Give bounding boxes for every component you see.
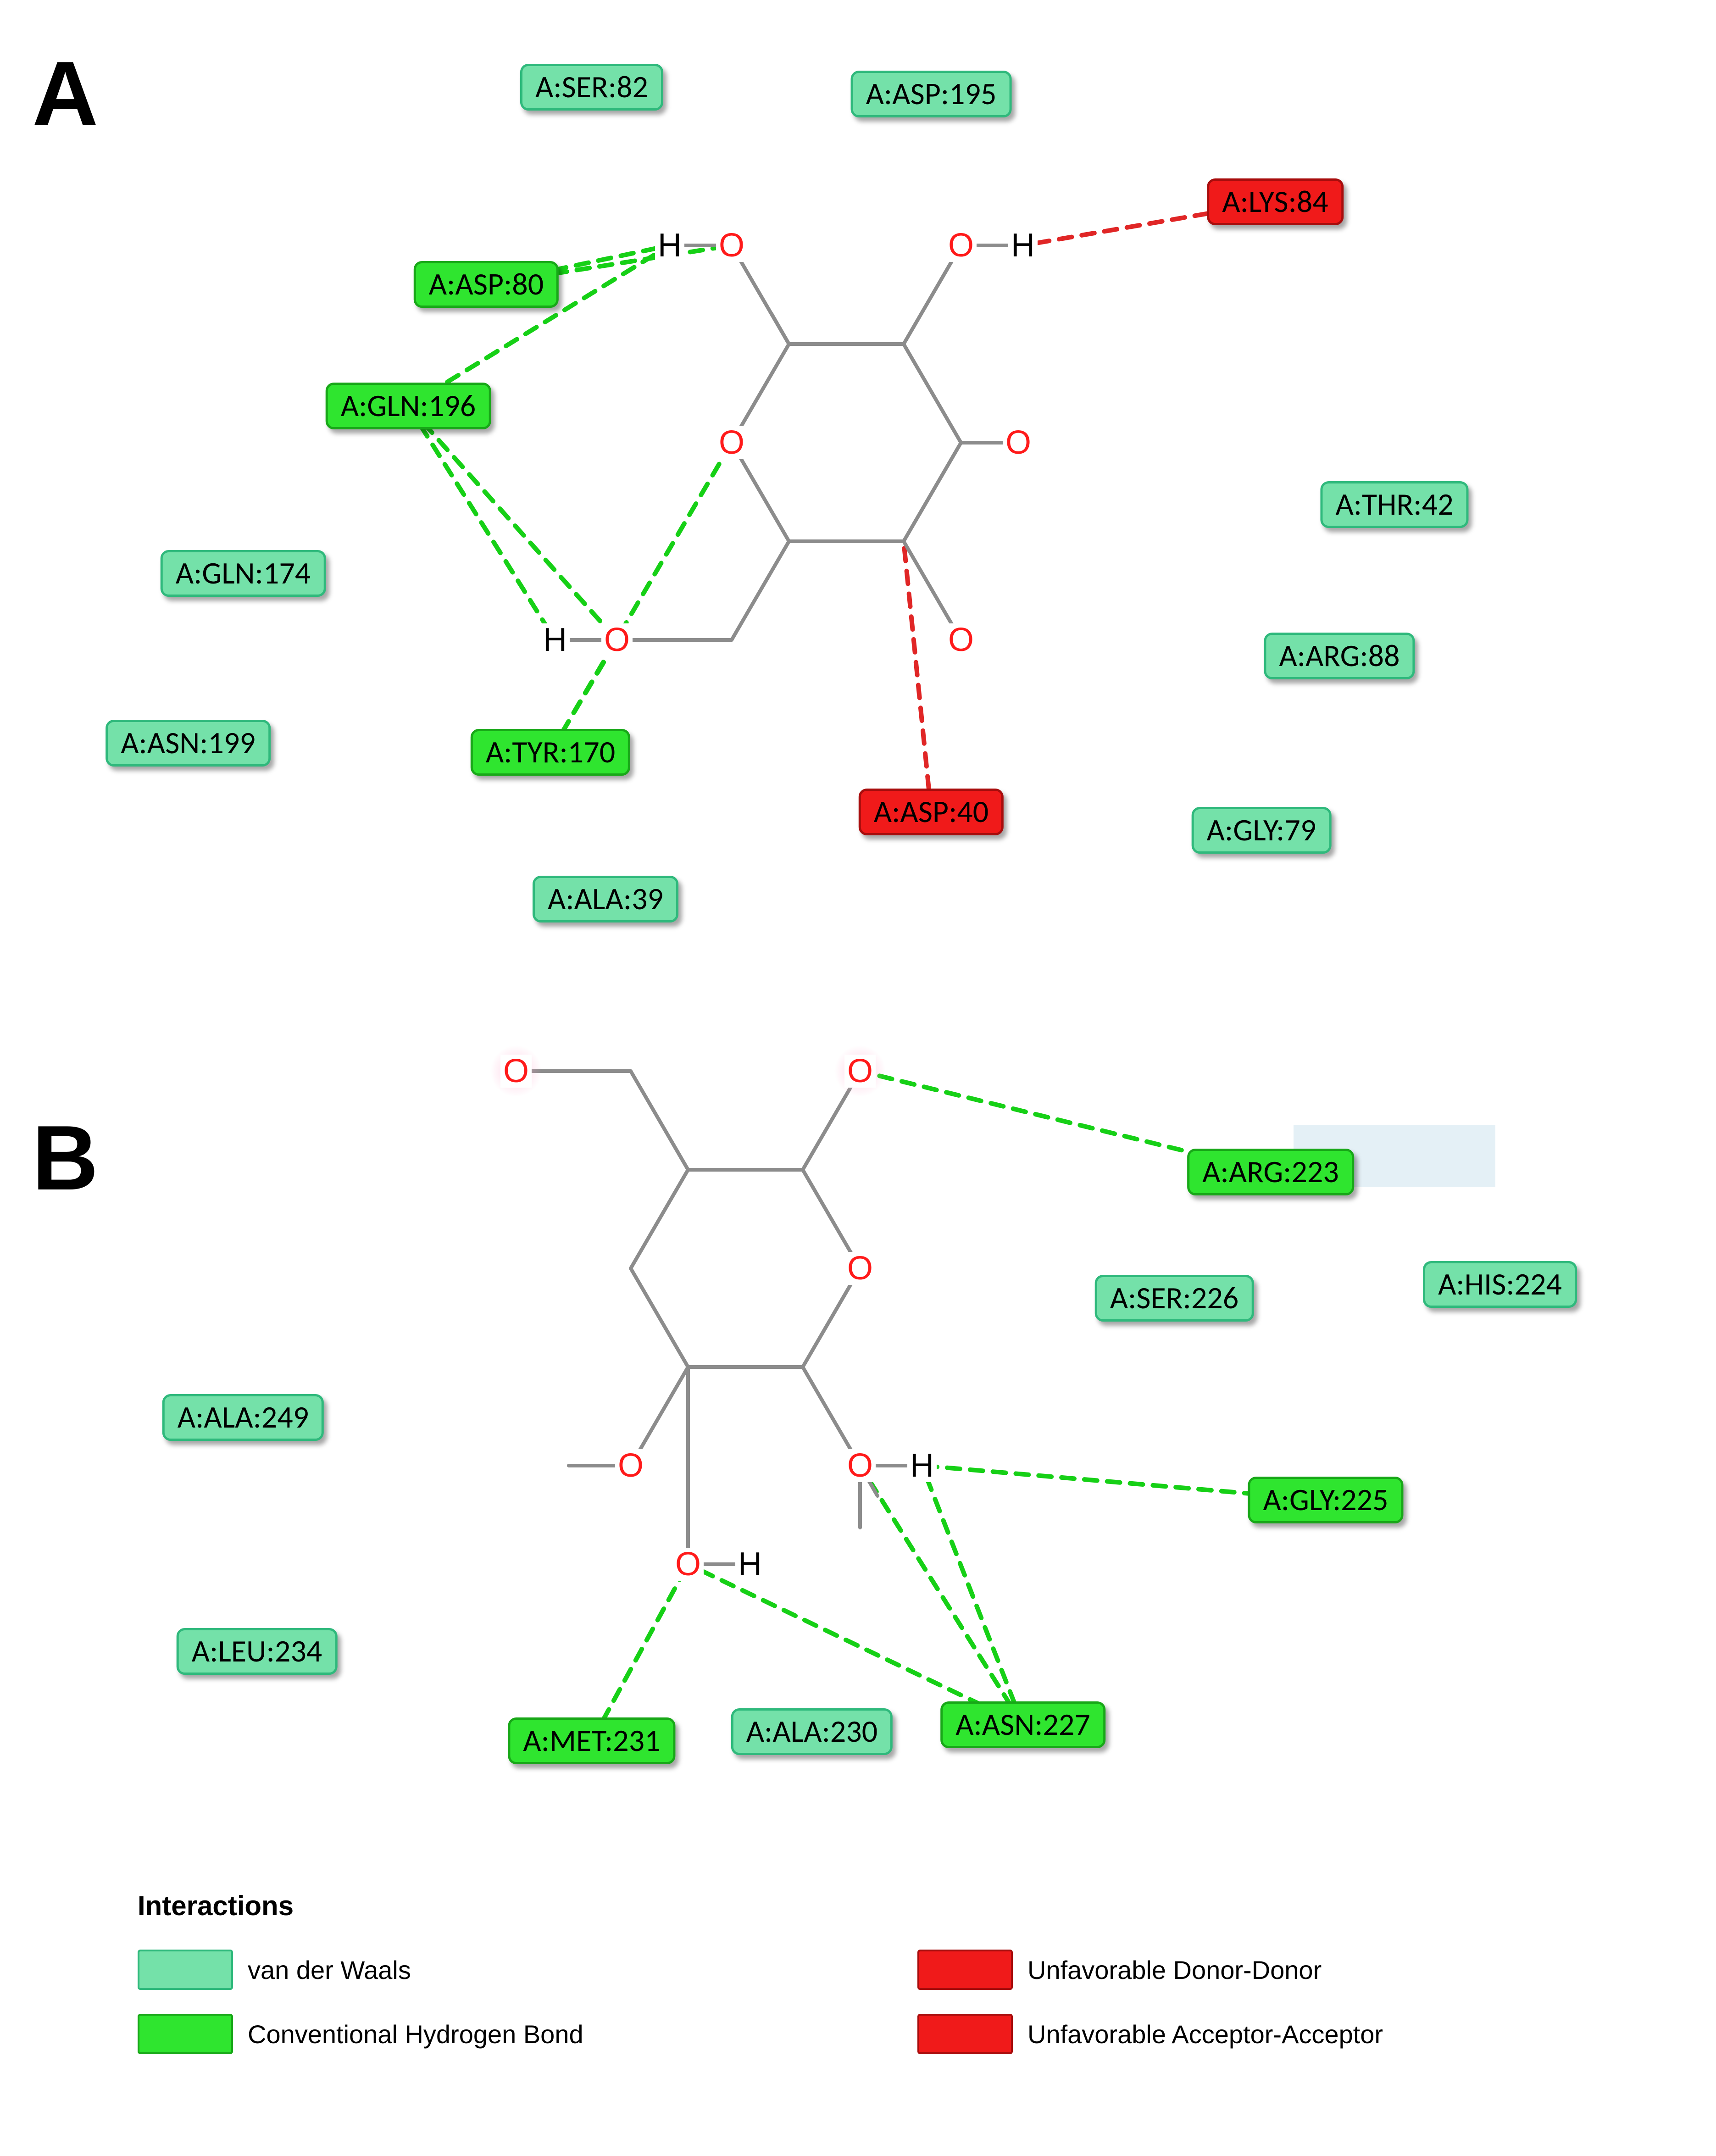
atom-label-O: O (716, 229, 747, 262)
atom-label-O: O (615, 1449, 646, 1482)
atom-label-O: O (945, 229, 977, 262)
residue-A-GLY-79: A:GLY:79 (1192, 807, 1332, 854)
legend-label: Unfavorable Donor-Donor (1027, 1955, 1322, 1985)
ligand-bond (904, 344, 961, 443)
interaction-hbond (550, 443, 732, 752)
atom-label-H: H (907, 1449, 937, 1482)
atom-label-O: O (945, 623, 977, 656)
atom-label-O: O (672, 1548, 704, 1581)
residue-A-ASP-80: A:ASP:80 (414, 261, 559, 308)
ligand-bond (631, 1170, 688, 1268)
legend-swatch (917, 1950, 1013, 1990)
interaction-hbond (408, 406, 617, 640)
atom-label-O: O (500, 1055, 532, 1088)
panel-label-A: A (32, 41, 98, 147)
residue-A-ARG-223: A:ARG:223 (1187, 1149, 1354, 1195)
atom-label-O: O (844, 1252, 876, 1285)
legend-label: Unfavorable Acceptor-Acceptor (1027, 2019, 1383, 2049)
ligand-bond (772, 314, 789, 344)
interaction-hbond (860, 1466, 1023, 1725)
ligand-bond (631, 1268, 688, 1367)
ligand-bond (631, 1071, 688, 1170)
atom-label-O: O (844, 1449, 876, 1482)
atom-label-O: O (716, 426, 747, 459)
atom-label-O: O (601, 623, 633, 656)
residue-A-SER-226: A:SER:226 (1095, 1275, 1254, 1322)
legend-label: van der Waals (248, 1955, 411, 1985)
residue-A-LYS-84: A:LYS:84 (1207, 178, 1344, 225)
legend-swatch (138, 2014, 233, 2054)
residue-A-ASP-40: A:ASP:40 (859, 789, 1004, 835)
residue-A-ASN-199: A:ASN:199 (106, 720, 271, 767)
residue-A-LEU-234: A:LEU:234 (177, 1628, 338, 1675)
legend-swatch (917, 2014, 1013, 2054)
residue-A-ALA-39: A:ALA:39 (533, 876, 678, 922)
residue-A-ALA-249: A:ALA:249 (162, 1394, 324, 1441)
residue-A-ALA-230: A:ALA:230 (731, 1708, 893, 1755)
atom-label-O: O (844, 1055, 876, 1088)
interaction-hbond (922, 1466, 1023, 1725)
residue-A-ASN-227: A:ASN:227 (940, 1701, 1105, 1748)
interaction-hbond (592, 1564, 688, 1741)
residue-A-TYR-170: A:TYR:170 (471, 729, 630, 776)
atom-label-H: H (735, 1548, 765, 1581)
atom-label-H: H (540, 623, 570, 656)
residue-A-ASP-195: A:ASP:195 (851, 71, 1012, 117)
legend-title: Interactions (138, 1890, 294, 1922)
interaction-hbond (408, 406, 555, 640)
atom-label-H: H (1008, 229, 1038, 262)
residue-A-SER-82: A:SER:82 (520, 64, 663, 111)
diagram-canvas: OOHOHOOOHOOOOHOOHA:SER:82A:ASP:195A:LYS:… (0, 0, 1716, 2156)
atom-label-O: O (1003, 426, 1034, 459)
residue-A-GLY-225: A:GLY:225 (1248, 1477, 1403, 1523)
ligand-bond (904, 443, 961, 541)
residue-A-THR-42: A:THR:42 (1320, 481, 1468, 528)
residue-A-GLN-174: A:GLN:174 (161, 550, 326, 597)
residue-A-HIS-224: A:HIS:224 (1423, 1261, 1577, 1308)
interaction-unfav (904, 541, 931, 812)
residue-A-GLN-196: A:GLN:196 (326, 383, 491, 429)
ligand-bond (732, 541, 789, 640)
interaction-hbond (688, 1564, 1023, 1725)
panel-label-B: B (32, 1106, 98, 1211)
atom-label-H: H (655, 229, 684, 262)
legend-label: Conventional Hydrogen Bond (248, 2019, 583, 2049)
residue-A-MET-231: A:MET:231 (508, 1717, 675, 1764)
residue-A-ARG-88: A:ARG:88 (1264, 633, 1415, 679)
legend-swatch (138, 1950, 233, 1990)
